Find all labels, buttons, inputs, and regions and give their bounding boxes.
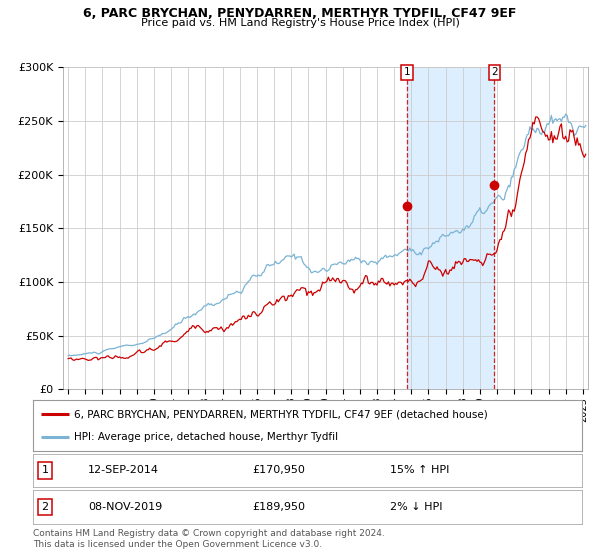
Text: £189,950: £189,950 — [253, 502, 305, 512]
Text: 12-SEP-2014: 12-SEP-2014 — [88, 465, 159, 475]
Text: 2: 2 — [41, 502, 49, 512]
Text: 15% ↑ HPI: 15% ↑ HPI — [390, 465, 449, 475]
Text: 08-NOV-2019: 08-NOV-2019 — [88, 502, 162, 512]
Text: Price paid vs. HM Land Registry's House Price Index (HPI): Price paid vs. HM Land Registry's House … — [140, 18, 460, 29]
Text: 1: 1 — [41, 465, 49, 475]
Text: 6, PARC BRYCHAN, PENYDARREN, MERTHYR TYDFIL, CF47 9EF: 6, PARC BRYCHAN, PENYDARREN, MERTHYR TYD… — [83, 7, 517, 20]
Text: £170,950: £170,950 — [253, 465, 305, 475]
Bar — [407, 67, 494, 389]
Text: Contains HM Land Registry data © Crown copyright and database right 2024.
This d: Contains HM Land Registry data © Crown c… — [33, 529, 385, 549]
Text: HPI: Average price, detached house, Merthyr Tydfil: HPI: Average price, detached house, Mert… — [74, 432, 338, 442]
Text: 2% ↓ HPI: 2% ↓ HPI — [390, 502, 442, 512]
Text: 6, PARC BRYCHAN, PENYDARREN, MERTHYR TYDFIL, CF47 9EF (detached house): 6, PARC BRYCHAN, PENYDARREN, MERTHYR TYD… — [74, 409, 488, 419]
Text: 1: 1 — [404, 67, 410, 77]
Text: 2: 2 — [491, 67, 498, 77]
